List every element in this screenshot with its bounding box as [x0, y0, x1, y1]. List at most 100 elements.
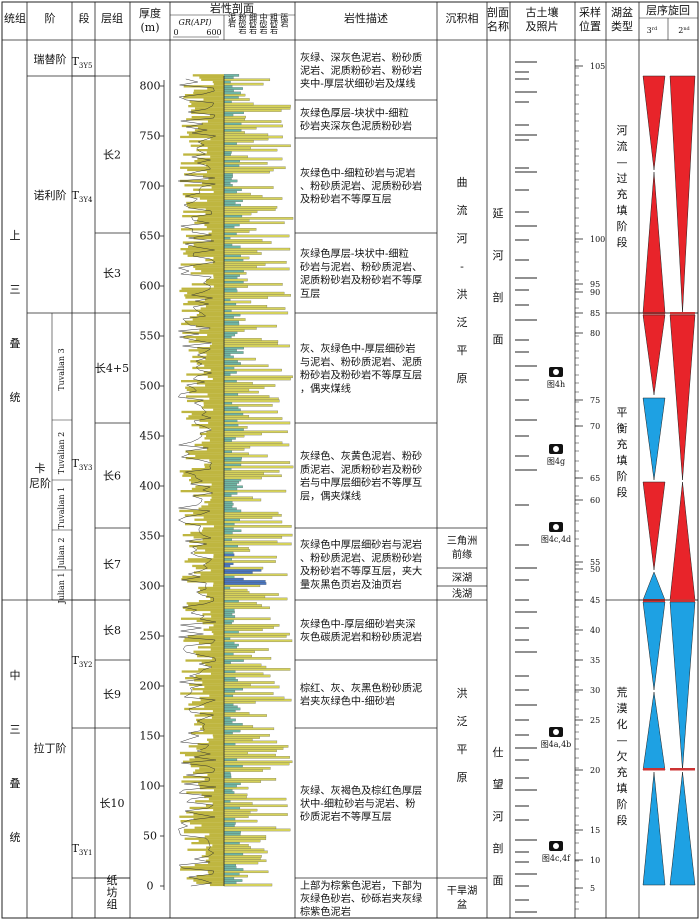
seq3-red-1 [642, 75, 666, 171]
gr-bar [185, 450, 224, 453]
gr-bar [205, 562, 224, 565]
lithology-bed [223, 615, 236, 618]
gr-bar [194, 107, 224, 110]
camera-lens [553, 446, 559, 452]
gr-bar [186, 877, 224, 880]
lithology-bed [223, 410, 278, 414]
lithology-bed [223, 522, 235, 526]
gr-bar [185, 457, 224, 460]
gr-bar [200, 699, 224, 702]
gr-bar [180, 868, 224, 871]
gr-bar [198, 351, 224, 354]
gr-bar [187, 254, 224, 257]
sample-label-20: 5 [590, 884, 595, 893]
lithology-bed [223, 782, 241, 786]
lithology-bed [223, 767, 271, 770]
lithology-bed [223, 399, 280, 403]
gr-bar [196, 718, 224, 722]
seq3-blue-5 [642, 771, 666, 886]
member-4: 长7 [103, 558, 121, 571]
thickness-label-350: 350 [140, 530, 161, 543]
gr-bar [213, 276, 224, 279]
gr-bar [205, 549, 224, 552]
lithology-bed [223, 492, 238, 495]
lithology-bed [223, 113, 234, 117]
camera-lens [553, 729, 559, 735]
header-sequence: 层序旋回 [646, 3, 690, 17]
lith-legend-4: 粗砂岩 [270, 12, 278, 35]
facies-2: 深湖 [452, 572, 472, 584]
gr-bar [207, 87, 224, 90]
gr-bar [194, 160, 224, 163]
gr-bar [189, 100, 224, 103]
gr-bar [195, 454, 224, 458]
gr-bar [211, 630, 224, 634]
seq-boundary-top-2nd [670, 312, 695, 315]
gr-bar [199, 712, 224, 715]
description-3: 灰绿色厚层-块状中-细粒砂岩与泥岩、粉砂质泥岩、泥质粉砂岩及粉砂岩不等厚互层 [300, 247, 422, 300]
lithology-bed [223, 604, 262, 607]
lithology-bed [223, 778, 277, 781]
gr-bar [201, 270, 224, 273]
lithology-bed [223, 797, 287, 801]
gr-bar [181, 322, 224, 326]
gr-bar [201, 793, 224, 796]
gr-bar [201, 661, 224, 664]
lithology-bed [223, 419, 238, 423]
thickness-label-250: 250 [140, 630, 161, 643]
thickness-label-500: 500 [140, 380, 161, 393]
photo-label-3: 图4a,4b [541, 740, 572, 749]
gr-bar [183, 828, 224, 832]
gr-bar [186, 811, 224, 814]
lithology-bed [223, 265, 257, 269]
description-9: 灰绿、灰褐色及棕红色厚层状中-细粒砂岩与泥岩、粉砂质泥岩不等厚互层 [300, 784, 422, 823]
gr-bar [185, 608, 224, 612]
gr-bar [198, 782, 224, 785]
lithology-bed [223, 153, 231, 156]
gr-bar [190, 144, 224, 147]
lithology-bed [223, 430, 288, 434]
lithology-bed [223, 305, 268, 308]
lithology-bed [223, 773, 232, 777]
lithology-bed [223, 503, 234, 506]
gr-bar [180, 490, 224, 493]
lithology-bed [223, 78, 271, 82]
lithology-bed [223, 368, 282, 372]
lithology-bed [223, 839, 261, 843]
gr-bar [184, 523, 224, 526]
facies-1-a: 三角洲 [447, 535, 478, 547]
sample-label-1: 100 [590, 235, 605, 244]
lithology-bed [223, 247, 291, 251]
gr-bar [180, 617, 224, 620]
gr-bar [191, 481, 224, 484]
lithology-bed [223, 489, 287, 493]
lithology-bed [223, 753, 276, 757]
lithology-bed [223, 340, 279, 343]
gr-bar [183, 831, 224, 834]
lithology-bed [223, 142, 237, 145]
lithology-bed [223, 617, 271, 621]
header-member: 层组 [101, 11, 123, 25]
gr-bar [203, 527, 224, 530]
gr-bar [190, 531, 224, 535]
lithology-bed [223, 582, 267, 585]
lithology-bed [223, 747, 284, 750]
gr-bar [186, 388, 224, 392]
lithology-bed [223, 518, 240, 522]
lithology-bed [223, 775, 232, 779]
lithology-bed [223, 360, 238, 363]
lithology-bed [223, 254, 241, 258]
facies-3: 浅湖 [452, 587, 472, 600]
lithology-bed [223, 379, 237, 383]
gr-bar [202, 182, 224, 185]
lithology-bed [223, 591, 250, 594]
lithology-bed [223, 692, 274, 695]
lithology-bed [223, 564, 231, 568]
lithology-bed [223, 509, 242, 513]
gr-bar [196, 547, 224, 550]
lithology-bed [223, 835, 267, 838]
gr-bar [179, 470, 224, 473]
gr-bar [209, 883, 224, 887]
section-t3y2: T3Y2 [72, 654, 93, 669]
